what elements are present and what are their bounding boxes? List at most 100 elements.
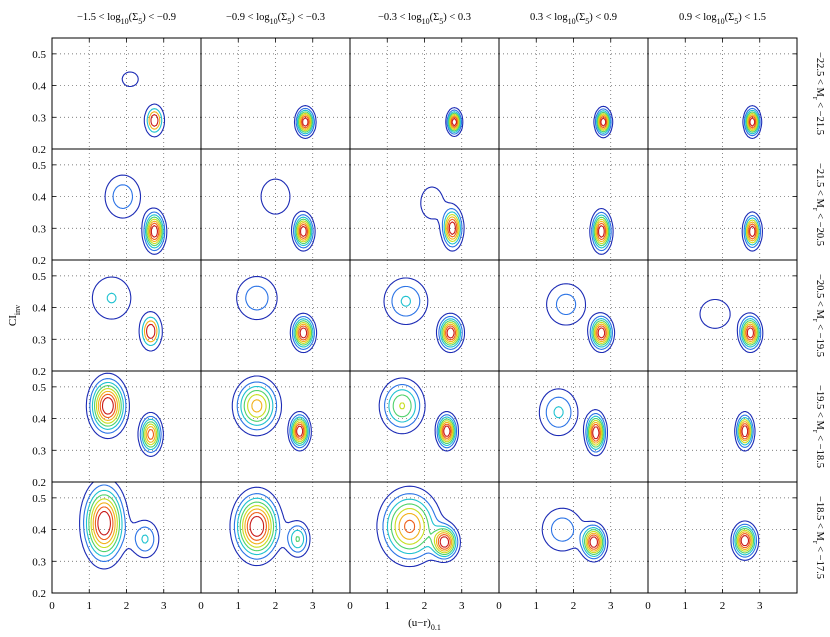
panel-contours-r1-c4 xyxy=(741,211,763,252)
contour-level-2 xyxy=(443,211,461,245)
contour-level-7 xyxy=(446,327,455,339)
contour-level-6 xyxy=(448,221,456,235)
x-tick-label: 3 xyxy=(459,600,465,612)
contour-level-3 xyxy=(392,394,455,444)
contour-level-2 xyxy=(553,406,605,450)
panel-contours-r1-c1 xyxy=(260,178,316,252)
contour-level-1 xyxy=(743,107,761,137)
contour-level-2 xyxy=(143,320,158,343)
contour-level-2 xyxy=(745,109,760,135)
contour-level-4 xyxy=(746,221,758,242)
contour-level-7 xyxy=(451,117,457,127)
contour-level-2 xyxy=(388,389,456,446)
contour-level-6 xyxy=(298,223,309,239)
x-tick-label: 1 xyxy=(236,600,242,612)
contour-level-5 xyxy=(740,423,750,440)
panel-contours-r2-c2 xyxy=(383,277,466,354)
contour-level-0 xyxy=(236,275,318,354)
contour-level-6 xyxy=(149,222,160,241)
panel-contours-r1-c2 xyxy=(420,186,465,252)
contour-level-2 xyxy=(240,385,309,446)
contour-level-7 xyxy=(746,327,754,339)
contour-level-3 xyxy=(448,112,461,132)
contour-level-2 xyxy=(294,216,313,247)
contour-level-4 xyxy=(95,387,158,446)
contour-level-0 xyxy=(730,520,760,561)
contour-level-0 xyxy=(378,377,459,452)
panel-contours-r4-c3 xyxy=(541,507,609,563)
x-tick-label: 1 xyxy=(87,600,93,612)
contour-level-6 xyxy=(596,222,607,241)
panel-contours-r3-c0 xyxy=(85,372,164,457)
contour-level-4 xyxy=(743,321,758,344)
contour-level-3 xyxy=(745,111,759,133)
contour-level-2 xyxy=(592,214,611,249)
contour-level-4 xyxy=(299,112,312,132)
contour-level-1 xyxy=(89,378,162,453)
contour-level-6 xyxy=(599,115,608,129)
contour-level-4 xyxy=(736,529,753,552)
contour-level-0 xyxy=(231,375,312,452)
contour-level-6 xyxy=(442,423,452,439)
contour-level-6 xyxy=(739,533,751,549)
contour-level-6 xyxy=(450,116,458,128)
y-tick-label: 0.3 xyxy=(32,223,46,235)
y-tick-label: 0.3 xyxy=(32,445,46,457)
contour-level-0 xyxy=(260,178,316,252)
y-tick-label: 0.4 xyxy=(32,81,46,93)
contour-level-3 xyxy=(587,417,604,448)
contour-level-1 xyxy=(446,109,463,135)
contour-level-4 xyxy=(247,394,307,443)
panel-contours-r2-c3 xyxy=(546,283,616,354)
contour-level-7 xyxy=(592,426,600,440)
contour-level-6 xyxy=(298,325,309,341)
contour-level-4 xyxy=(296,220,311,243)
y-tick-label: 0.2 xyxy=(32,144,46,156)
contour-level-3 xyxy=(583,529,604,555)
contour-level-5 xyxy=(244,508,270,545)
panel-contours-r0-c1 xyxy=(293,105,317,140)
contour-level-0 xyxy=(445,107,464,138)
contour-level-1 xyxy=(441,208,463,248)
contour-level-6 xyxy=(99,393,155,440)
contour-level-0 xyxy=(593,105,614,139)
x-tick-label: 0 xyxy=(496,600,502,612)
contour-level-1 xyxy=(732,523,758,558)
contour-level-1 xyxy=(591,211,612,252)
panel-contours-r3-c1 xyxy=(231,375,312,452)
contour-level-5 xyxy=(297,222,310,241)
x-tick-label: 3 xyxy=(757,600,763,612)
contour-level-3 xyxy=(745,219,759,244)
row-title-2: −20.5 < Mr < −19.5 xyxy=(811,274,825,357)
contour-level-7 xyxy=(589,536,598,548)
contour-level-6 xyxy=(745,325,756,341)
contour-level-5 xyxy=(450,115,459,130)
y-tick-label: 0.2 xyxy=(32,477,46,489)
contour-level-4 xyxy=(399,402,454,443)
panel-contours-r2-c4 xyxy=(699,298,764,354)
contour-level-6 xyxy=(741,425,749,438)
contour-level-0 xyxy=(91,276,163,352)
y-tick-label: 0.3 xyxy=(32,112,46,124)
contour-level-0 xyxy=(546,283,616,354)
contour-level-2 xyxy=(447,111,461,133)
contour-level-5 xyxy=(447,218,458,238)
dotted-gridlines xyxy=(52,38,797,593)
contour-level-0 xyxy=(699,298,764,354)
contour-level-4 xyxy=(147,218,162,245)
contour-level-0 xyxy=(85,372,164,457)
contour-level-3 xyxy=(93,385,159,448)
contour-level-1 xyxy=(106,292,160,347)
contour-level-4 xyxy=(446,216,459,240)
contour-level-2 xyxy=(386,498,457,558)
contour-level-4 xyxy=(242,505,272,548)
panel-contours-r1-c3 xyxy=(589,207,614,255)
panel-contours-r3-c4 xyxy=(734,411,756,452)
contour-level-1 xyxy=(555,293,613,350)
contour-level-6 xyxy=(295,423,305,439)
contour-level-1 xyxy=(384,384,458,449)
y-tick-label: 0.2 xyxy=(32,366,46,378)
contour-level-5 xyxy=(586,532,601,552)
contour-level-6 xyxy=(749,225,756,238)
